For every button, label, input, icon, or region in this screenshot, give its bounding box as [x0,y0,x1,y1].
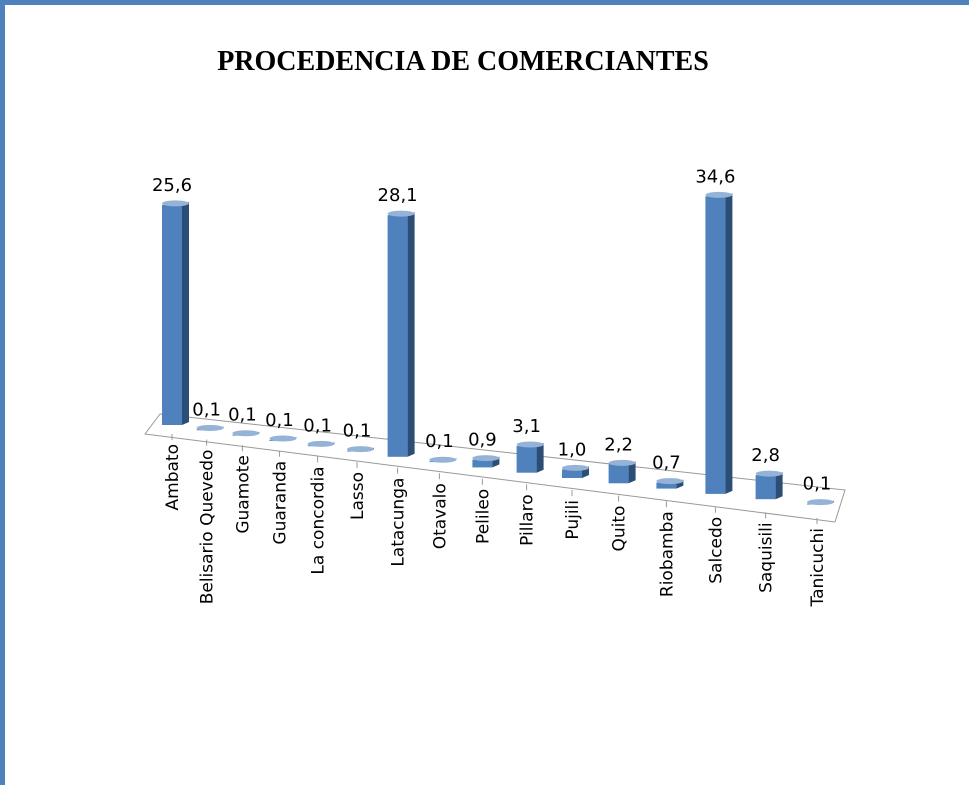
data-label: 0,9 [468,430,497,451]
bar-top [196,424,224,431]
bar [705,196,726,494]
x-tick-label: Otavalo [430,483,450,549]
data-label: 0,7 [652,453,681,474]
data-label: 2,2 [604,434,633,455]
x-tick-label: Quito [610,506,630,552]
x-tick-label: Guamote [233,455,253,533]
data-label: 0,1 [265,410,294,431]
x-tick-label: Belisario Quevedo [198,450,218,605]
data-label: 25,6 [152,175,192,196]
data-label: 1,0 [558,439,587,460]
bar [516,446,537,473]
bar-top [608,459,636,466]
bar-top [307,440,335,447]
bar-top [232,430,260,437]
data-label: 28,1 [378,185,418,206]
x-tick-label: Latacunga [389,478,409,567]
data-label: 3,1 [512,416,541,437]
data-label: 2,8 [751,445,780,466]
x-tick-label: Lasso [348,472,368,520]
bar-side [628,461,636,484]
bar-top [347,446,374,453]
x-tick-label: La concordia [309,466,329,574]
bar-side [536,443,544,473]
data-label: 0,1 [803,474,832,495]
data-label: 0,1 [228,405,257,426]
bar-top [387,210,415,217]
bar-side [182,201,189,425]
chart-title: PROCEDENCIA DE COMERCIANTES [217,46,709,77]
x-tick-label: Guaranda [270,461,290,545]
bar [387,215,408,457]
bar-side [775,472,783,500]
data-label: 0,1 [303,415,332,436]
x-tick-label: Pelileo [473,489,493,544]
x-tick-label: Tanicuchi [808,528,828,607]
bar-top [516,441,544,448]
bar-top [755,470,783,477]
x-tick-label: Salcedo [706,517,726,584]
bar-side [407,212,415,457]
bar-top [656,478,684,485]
bar-top [807,499,834,506]
data-label: 0,1 [343,421,372,442]
data-label: 0,1 [425,431,454,452]
bar-top [269,435,297,442]
bar [656,482,677,489]
bar-top [562,464,589,471]
bar-top [162,200,189,207]
bar [472,459,493,468]
bar [755,475,776,500]
x-tick-label: Riobamba [657,511,677,597]
bar-top [472,455,500,462]
x-tick-label: Pujili [563,500,583,540]
bar [562,469,582,478]
bar-top [429,456,457,463]
data-label: 34,6 [695,166,735,187]
bar [162,204,182,425]
x-tick-label: Saquisili [757,522,777,593]
x-tick-label: Pillaro [518,494,538,545]
x-tick-label: Ambato [163,444,183,510]
bar-top [705,191,733,198]
data-label: 0,1 [192,399,221,420]
bar-side [725,193,733,494]
bar [608,464,629,484]
